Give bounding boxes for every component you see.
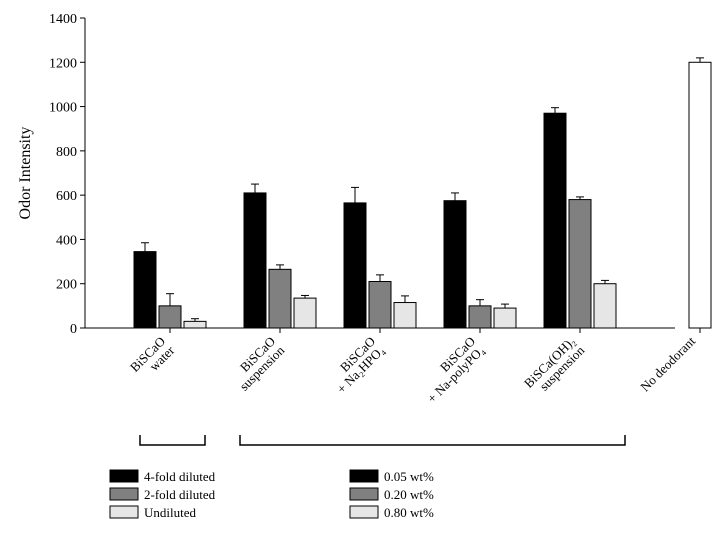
bar	[184, 321, 206, 328]
svg-text:1000: 1000	[49, 101, 77, 116]
bar	[689, 62, 711, 328]
svg-text:200: 200	[56, 278, 77, 293]
legend-label: 0.80 wt%	[384, 505, 434, 520]
bar	[444, 201, 466, 328]
legend-swatch	[350, 506, 378, 518]
bar	[394, 303, 416, 328]
svg-text:400: 400	[56, 233, 77, 248]
bar	[159, 306, 181, 328]
svg-text:Odor Intensity: Odor Intensity	[17, 127, 34, 220]
bar	[134, 252, 156, 328]
bar	[244, 193, 266, 328]
bar	[344, 203, 366, 328]
svg-text:0: 0	[70, 322, 77, 337]
svg-text:1400: 1400	[49, 12, 77, 27]
legend-swatch	[110, 506, 138, 518]
bar	[494, 308, 516, 328]
bar	[569, 200, 591, 328]
bar	[269, 269, 291, 328]
legend-label: 0.05 wt%	[384, 469, 434, 484]
legend-label: Undiluted	[144, 505, 196, 520]
bar	[594, 284, 616, 328]
legend-swatch	[110, 470, 138, 482]
legend-label: 2-fold diluted	[144, 487, 216, 502]
svg-text:600: 600	[56, 189, 77, 204]
legend-swatch	[110, 488, 138, 500]
legend-label: 0.20 wt%	[384, 487, 434, 502]
legend-label: 4-fold diluted	[144, 469, 216, 484]
bar	[294, 298, 316, 328]
bar	[469, 306, 491, 328]
bar	[369, 282, 391, 329]
svg-text:No deodorant: No deodorant	[637, 333, 698, 394]
odor-intensity-chart: 0200400600800100012001400Odor IntensityB…	[0, 0, 718, 553]
legend-swatch	[350, 470, 378, 482]
legend-swatch	[350, 488, 378, 500]
svg-text:1200: 1200	[49, 56, 77, 71]
bar	[544, 113, 566, 328]
svg-text:800: 800	[56, 145, 77, 160]
